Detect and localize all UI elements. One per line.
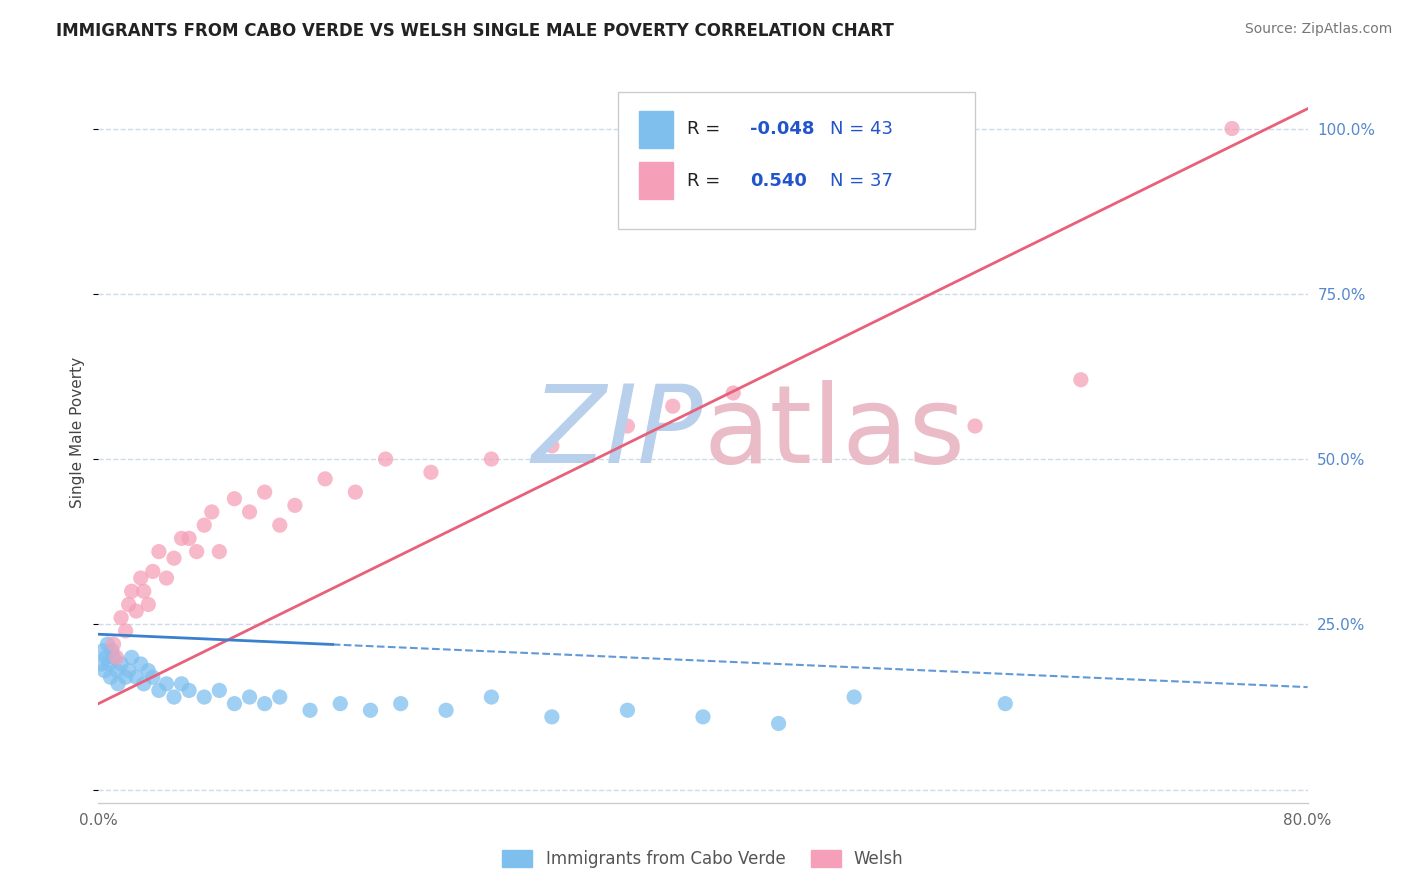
Point <box>91 644 114 658</box>
Point <box>90 657 112 671</box>
Point <box>253 485 276 500</box>
Point <box>692 710 714 724</box>
Point <box>132 584 155 599</box>
Point <box>129 657 152 671</box>
Point <box>374 452 396 467</box>
Point <box>329 697 352 711</box>
Point <box>186 544 208 558</box>
Point <box>965 419 987 434</box>
Point <box>136 598 159 612</box>
Point <box>98 657 121 671</box>
Point <box>170 532 193 546</box>
Point <box>208 544 231 558</box>
Point <box>103 637 125 651</box>
Legend: Immigrants from Cabo Verde, Welsh: Immigrants from Cabo Verde, Welsh <box>496 843 910 875</box>
Point <box>434 703 457 717</box>
Y-axis label: Single Male Poverty: Single Male Poverty <box>70 357 86 508</box>
Point <box>1220 121 1243 136</box>
Point <box>118 598 141 612</box>
Point <box>105 664 128 678</box>
Point <box>299 703 322 717</box>
Point <box>125 670 148 684</box>
Text: R =: R = <box>688 120 727 138</box>
Bar <box>638 111 673 147</box>
Point <box>208 683 231 698</box>
Point <box>481 690 503 704</box>
Point <box>148 544 170 558</box>
Point <box>389 697 412 711</box>
Point <box>224 491 246 506</box>
Point <box>96 637 118 651</box>
Point <box>136 664 159 678</box>
Point <box>118 664 141 678</box>
Point <box>201 505 224 519</box>
Point <box>179 683 201 698</box>
Point <box>284 499 307 513</box>
Bar <box>638 162 673 200</box>
Point <box>163 690 186 704</box>
Point <box>193 518 215 533</box>
Point <box>142 565 165 579</box>
Point <box>163 551 186 566</box>
Text: IMMIGRANTS FROM CABO VERDE VS WELSH SINGLE MALE POVERTY CORRELATION CHART: IMMIGRANTS FROM CABO VERDE VS WELSH SING… <box>56 22 894 40</box>
Text: Source: ZipAtlas.com: Source: ZipAtlas.com <box>1244 22 1392 37</box>
Point <box>103 650 125 665</box>
Point <box>661 399 683 413</box>
Point <box>253 697 276 711</box>
Text: 0.540: 0.540 <box>751 172 807 190</box>
Text: ZIP: ZIP <box>531 380 703 485</box>
Point <box>110 657 132 671</box>
Point <box>179 532 201 546</box>
Point <box>344 485 367 500</box>
Point <box>170 677 193 691</box>
Point <box>155 677 177 691</box>
Point <box>114 670 136 684</box>
Point <box>107 677 129 691</box>
Point <box>540 439 562 453</box>
Point <box>360 703 382 717</box>
Point <box>121 584 143 599</box>
Text: R =: R = <box>688 172 727 190</box>
Point <box>193 690 215 704</box>
Point <box>114 624 136 638</box>
Point <box>616 703 638 717</box>
Point <box>132 677 155 691</box>
Point <box>994 697 1017 711</box>
Point <box>1070 373 1092 387</box>
Point <box>768 716 790 731</box>
Point <box>129 571 152 585</box>
Text: atlas: atlas <box>703 380 965 485</box>
Point <box>125 604 148 618</box>
Point <box>100 670 122 684</box>
Point <box>93 664 115 678</box>
Point <box>142 670 165 684</box>
Point <box>540 710 562 724</box>
Point <box>155 571 177 585</box>
Text: N = 37: N = 37 <box>830 172 893 190</box>
Point <box>481 452 503 467</box>
Text: N = 43: N = 43 <box>830 120 893 138</box>
Text: -0.048: -0.048 <box>751 120 814 138</box>
Point <box>148 683 170 698</box>
FancyBboxPatch shape <box>619 92 976 229</box>
Point <box>101 644 124 658</box>
Point <box>239 505 262 519</box>
Point <box>616 419 638 434</box>
Point <box>121 650 143 665</box>
Point <box>269 518 291 533</box>
Point <box>239 690 262 704</box>
Point <box>844 690 866 704</box>
Point <box>314 472 336 486</box>
Point <box>723 386 745 401</box>
Point <box>269 690 291 704</box>
Point <box>110 611 132 625</box>
Point <box>105 650 128 665</box>
Point <box>420 465 443 479</box>
Point <box>94 650 117 665</box>
Point <box>224 697 246 711</box>
